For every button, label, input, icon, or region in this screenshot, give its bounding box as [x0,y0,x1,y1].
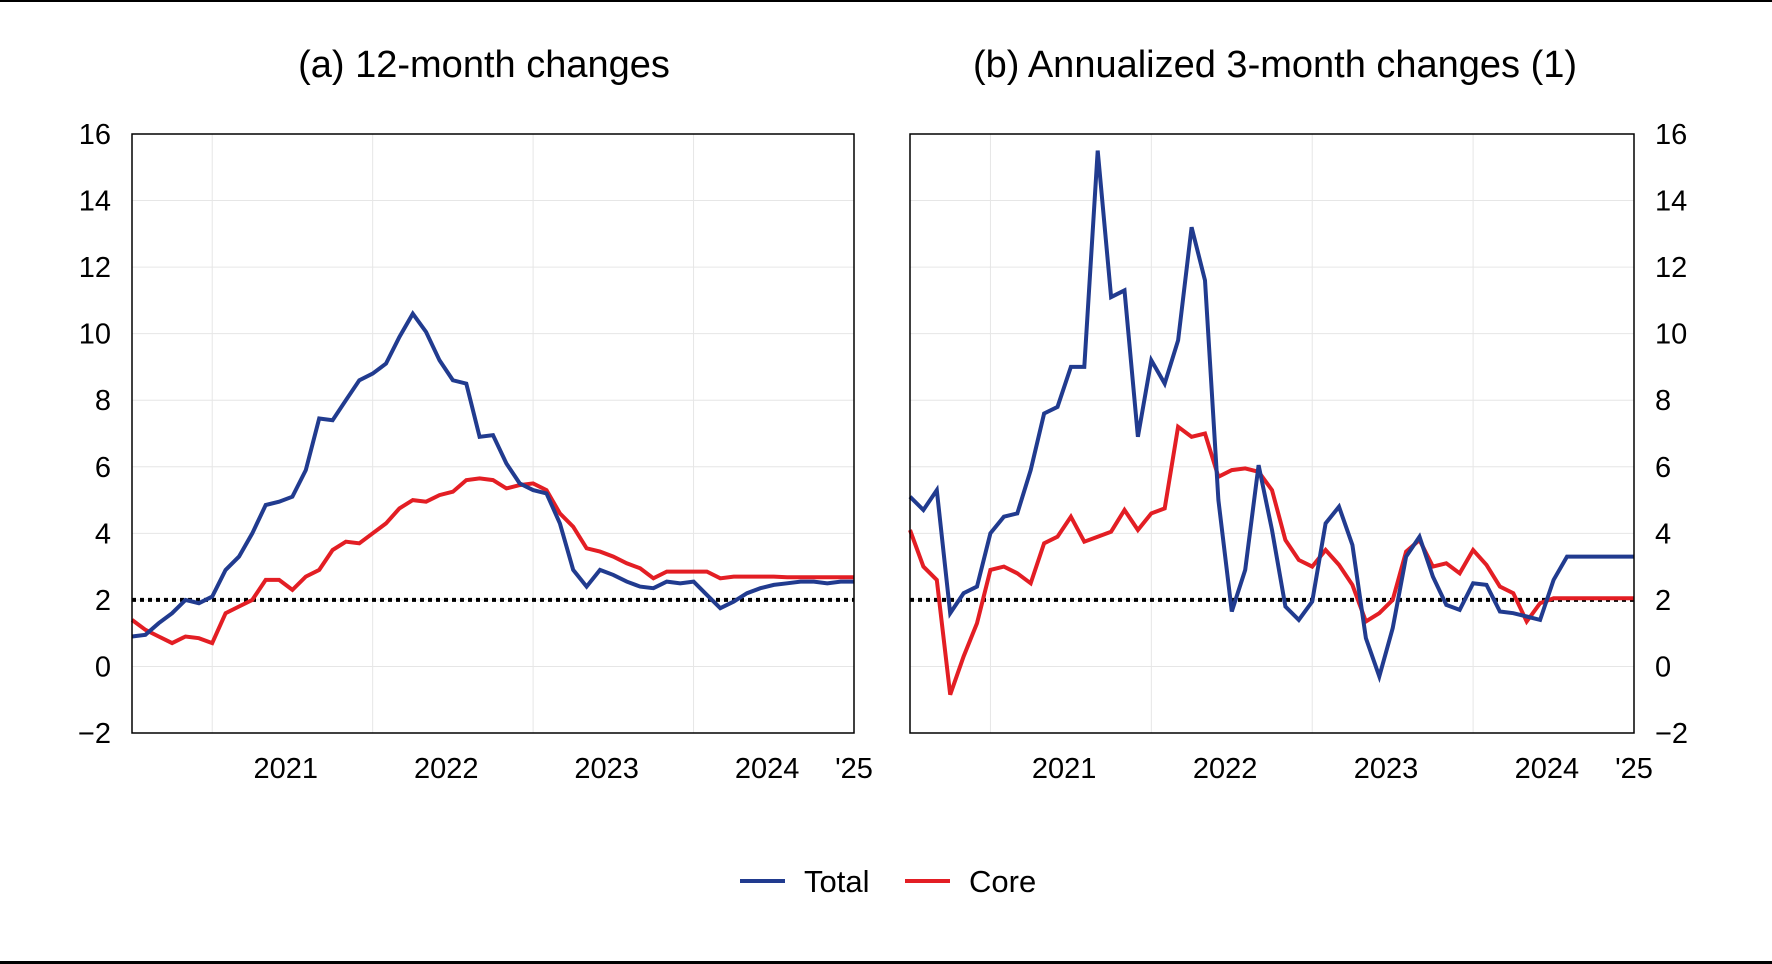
panel-a-y-axis: −2 0 2 4 6 8 10 12 14 16 [78,119,111,750]
x-tick-label: 2023 [1354,753,1419,785]
legend-label-total: Total [804,864,869,899]
y-tick-label: 14 [79,186,111,218]
y-tick-label: 8 [1655,385,1671,417]
panel-b-plot-border [909,133,1635,734]
y-tick-label: 16 [79,119,111,151]
panel-b-series [908,150,1634,696]
bottom-border [0,961,1772,964]
y-tick-label: 12 [79,252,111,284]
y-tick-label: 10 [1655,319,1687,351]
y-tick-label: 6 [1655,452,1671,484]
series-core-line [130,476,854,646]
x-tick-label: 2022 [414,753,479,785]
panel-b-grid [910,133,1634,734]
y-tick-label: 16 [1655,119,1687,151]
x-tick-label: 2023 [574,753,639,785]
panel-a-title: (a) 12-month changes [298,44,670,86]
series-total-line [908,150,1634,684]
y-tick-label: 4 [95,518,111,550]
y-tick-label: 8 [95,385,111,417]
series-total-line [131,310,854,639]
y-tick-label: 4 [1655,518,1671,550]
y-tick-label: 2 [1655,585,1671,617]
y-tick-label: 0 [1655,651,1671,683]
panel-b: (b) Annualized 3-month changes (1) −2 0 2 4… [908,44,1688,785]
panel-b-title: (b) Annualized 3-month changes (1) [973,44,1577,86]
x-tick-label: 2022 [1193,753,1258,785]
x-tick-label: '25 [1615,753,1653,785]
x-tick-label: 2024 [1515,753,1580,785]
panel-b-y-axis: −2 0 2 4 6 8 10 12 14 16 [1655,119,1688,750]
y-tick-label: 12 [1655,252,1687,284]
legend-label-core: Core [969,864,1036,899]
x-tick-label: 2021 [254,753,319,785]
top-border [0,0,1772,2]
panel-b-x-axis: 2021 2022 2023 2024 '25 [1032,753,1653,785]
x-tick-label: 2024 [735,753,800,785]
y-tick-label: 6 [95,452,111,484]
y-tick-label: −2 [1655,718,1688,750]
y-tick-label: −2 [78,718,111,750]
y-tick-label: 14 [1655,186,1687,218]
y-tick-label: 0 [95,651,111,683]
panel-a-plot-border [131,133,855,734]
x-tick-label: '25 [835,753,873,785]
y-tick-label: 10 [79,319,111,351]
panel-a: (a) 12-month changes −2 0 2 4 6 8 10 12 14 16 202… [78,44,873,785]
series-core-line [908,423,1634,696]
legend: Total Core [740,864,1036,899]
panel-a-series [130,310,854,646]
x-tick-label: 2021 [1032,753,1097,785]
y-tick-label: 2 [95,585,111,617]
panel-a-x-axis: 2021 2022 2023 2024 '25 [254,753,873,785]
